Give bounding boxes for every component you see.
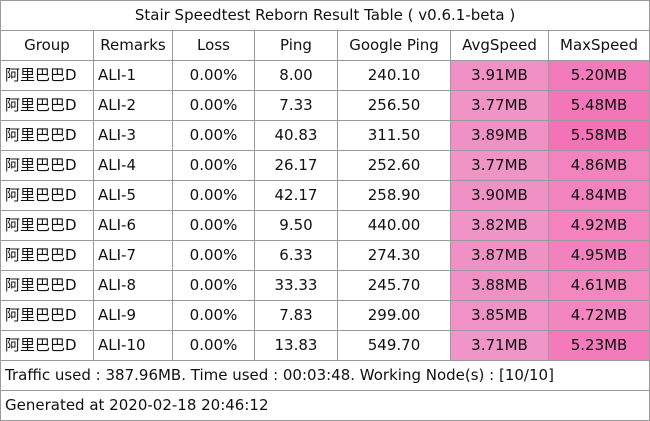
table-row: 阿里巴巴D ALI-8 0.00% 33.33 245.70 3.88MB 4.…: [0, 270, 650, 301]
cell-ping: 40.83: [254, 120, 338, 151]
cell-google-ping: 240.10: [337, 60, 451, 91]
cell-max-speed: 4.92MB: [547, 210, 650, 241]
cell-remarks: ALI-6: [93, 210, 173, 241]
cell-avg-speed: 3.77MB: [450, 90, 549, 121]
cell-remarks: ALI-5: [93, 180, 173, 211]
cell-google-ping: 299.00: [337, 300, 451, 331]
cell-max-speed: 4.72MB: [547, 300, 650, 331]
header-row: Group Remarks Loss Ping Google Ping AvgS…: [0, 30, 650, 61]
cell-google-ping: 258.90: [337, 180, 451, 211]
cell-avg-speed: 3.77MB: [450, 150, 549, 181]
header-remarks: Remarks: [93, 30, 173, 61]
cell-avg-speed: 3.90MB: [450, 180, 549, 211]
cell-group: 阿里巴巴D: [0, 210, 94, 241]
header-avg-speed: AvgSpeed: [450, 30, 549, 61]
cell-ping: 6.33: [254, 240, 338, 271]
cell-loss: 0.00%: [172, 150, 255, 181]
cell-google-ping: 311.50: [337, 120, 451, 151]
cell-max-speed: 5.58MB: [547, 120, 650, 151]
cell-google-ping: 549.70: [337, 330, 451, 361]
table-body: 阿里巴巴D ALI-1 0.00% 8.00 240.10 3.91MB 5.2…: [0, 60, 650, 361]
traffic-row: Traffic used : 387.96MB. Time used : 00:…: [0, 360, 650, 391]
cell-ping: 9.50: [254, 210, 338, 241]
table-row: 阿里巴巴D ALI-5 0.00% 42.17 258.90 3.90MB 4.…: [0, 180, 650, 211]
cell-avg-speed: 3.85MB: [450, 300, 549, 331]
cell-remarks: ALI-1: [93, 60, 173, 91]
cell-ping: 13.83: [254, 330, 338, 361]
cell-loss: 0.00%: [172, 90, 255, 121]
cell-loss: 0.00%: [172, 300, 255, 331]
cell-max-speed: 4.61MB: [547, 270, 650, 301]
title-row: Stair Speedtest Reborn Result Table ( v0…: [0, 0, 650, 31]
cell-remarks: ALI-2: [93, 90, 173, 121]
cell-ping: 7.33: [254, 90, 338, 121]
table-row: 阿里巴巴D ALI-9 0.00% 7.83 299.00 3.85MB 4.7…: [0, 300, 650, 331]
cell-avg-speed: 3.71MB: [450, 330, 549, 361]
cell-group: 阿里巴巴D: [0, 60, 94, 91]
cell-max-speed: 5.23MB: [547, 330, 650, 361]
cell-group: 阿里巴巴D: [0, 150, 94, 181]
header-loss: Loss: [172, 30, 255, 61]
cell-ping: 26.17: [254, 150, 338, 181]
cell-group: 阿里巴巴D: [0, 330, 94, 361]
cell-avg-speed: 3.88MB: [450, 270, 549, 301]
cell-avg-speed: 3.89MB: [450, 120, 549, 151]
cell-group: 阿里巴巴D: [0, 120, 94, 151]
cell-remarks: ALI-3: [93, 120, 173, 151]
cell-remarks: ALI-10: [93, 330, 173, 361]
cell-max-speed: 5.20MB: [547, 60, 650, 91]
cell-loss: 0.00%: [172, 60, 255, 91]
table-title: Stair Speedtest Reborn Result Table ( v0…: [0, 0, 650, 31]
cell-loss: 0.00%: [172, 330, 255, 361]
table-row: 阿里巴巴D ALI-2 0.00% 7.33 256.50 3.77MB 5.4…: [0, 90, 650, 121]
cell-ping: 7.83: [254, 300, 338, 331]
cell-max-speed: 4.86MB: [547, 150, 650, 181]
cell-remarks: ALI-9: [93, 300, 173, 331]
cell-group: 阿里巴巴D: [0, 270, 94, 301]
cell-max-speed: 4.84MB: [547, 180, 650, 211]
header-max-speed: MaxSpeed: [547, 30, 650, 61]
cell-loss: 0.00%: [172, 270, 255, 301]
cell-max-speed: 5.48MB: [547, 90, 650, 121]
table-row: 阿里巴巴D ALI-6 0.00% 9.50 440.00 3.82MB 4.9…: [0, 210, 650, 241]
table-row: 阿里巴巴D ALI-7 0.00% 6.33 274.30 3.87MB 4.9…: [0, 240, 650, 271]
table-row: 阿里巴巴D ALI-1 0.00% 8.00 240.10 3.91MB 5.2…: [0, 60, 650, 91]
table-row: 阿里巴巴D ALI-10 0.00% 13.83 549.70 3.71MB 5…: [0, 330, 650, 361]
cell-loss: 0.00%: [172, 210, 255, 241]
cell-remarks: ALI-8: [93, 270, 173, 301]
cell-group: 阿里巴巴D: [0, 180, 94, 211]
traffic-summary: Traffic used : 387.96MB. Time used : 00:…: [0, 360, 650, 391]
cell-group: 阿里巴巴D: [0, 240, 94, 271]
cell-google-ping: 245.70: [337, 270, 451, 301]
cell-avg-speed: 3.87MB: [450, 240, 549, 271]
cell-google-ping: 256.50: [337, 90, 451, 121]
cell-ping: 42.17: [254, 180, 338, 211]
cell-group: 阿里巴巴D: [0, 90, 94, 121]
cell-google-ping: 440.00: [337, 210, 451, 241]
cell-loss: 0.00%: [172, 240, 255, 271]
generated-timestamp: Generated at 2020-02-18 20:46:12: [0, 390, 650, 421]
cell-max-speed: 4.95MB: [547, 240, 650, 271]
cell-avg-speed: 3.91MB: [450, 60, 549, 91]
table-row: 阿里巴巴D ALI-3 0.00% 40.83 311.50 3.89MB 5.…: [0, 120, 650, 151]
cell-ping: 33.33: [254, 270, 338, 301]
cell-remarks: ALI-4: [93, 150, 173, 181]
header-group: Group: [0, 30, 94, 61]
cell-group: 阿里巴巴D: [0, 300, 94, 331]
cell-loss: 0.00%: [172, 180, 255, 211]
table-row: 阿里巴巴D ALI-4 0.00% 26.17 252.60 3.77MB 4.…: [0, 150, 650, 181]
cell-ping: 8.00: [254, 60, 338, 91]
cell-loss: 0.00%: [172, 120, 255, 151]
header-ping: Ping: [254, 30, 338, 61]
cell-google-ping: 252.60: [337, 150, 451, 181]
header-google-ping: Google Ping: [337, 30, 451, 61]
cell-google-ping: 274.30: [337, 240, 451, 271]
cell-avg-speed: 3.82MB: [450, 210, 549, 241]
generated-row: Generated at 2020-02-18 20:46:12: [0, 390, 650, 421]
cell-remarks: ALI-7: [93, 240, 173, 271]
